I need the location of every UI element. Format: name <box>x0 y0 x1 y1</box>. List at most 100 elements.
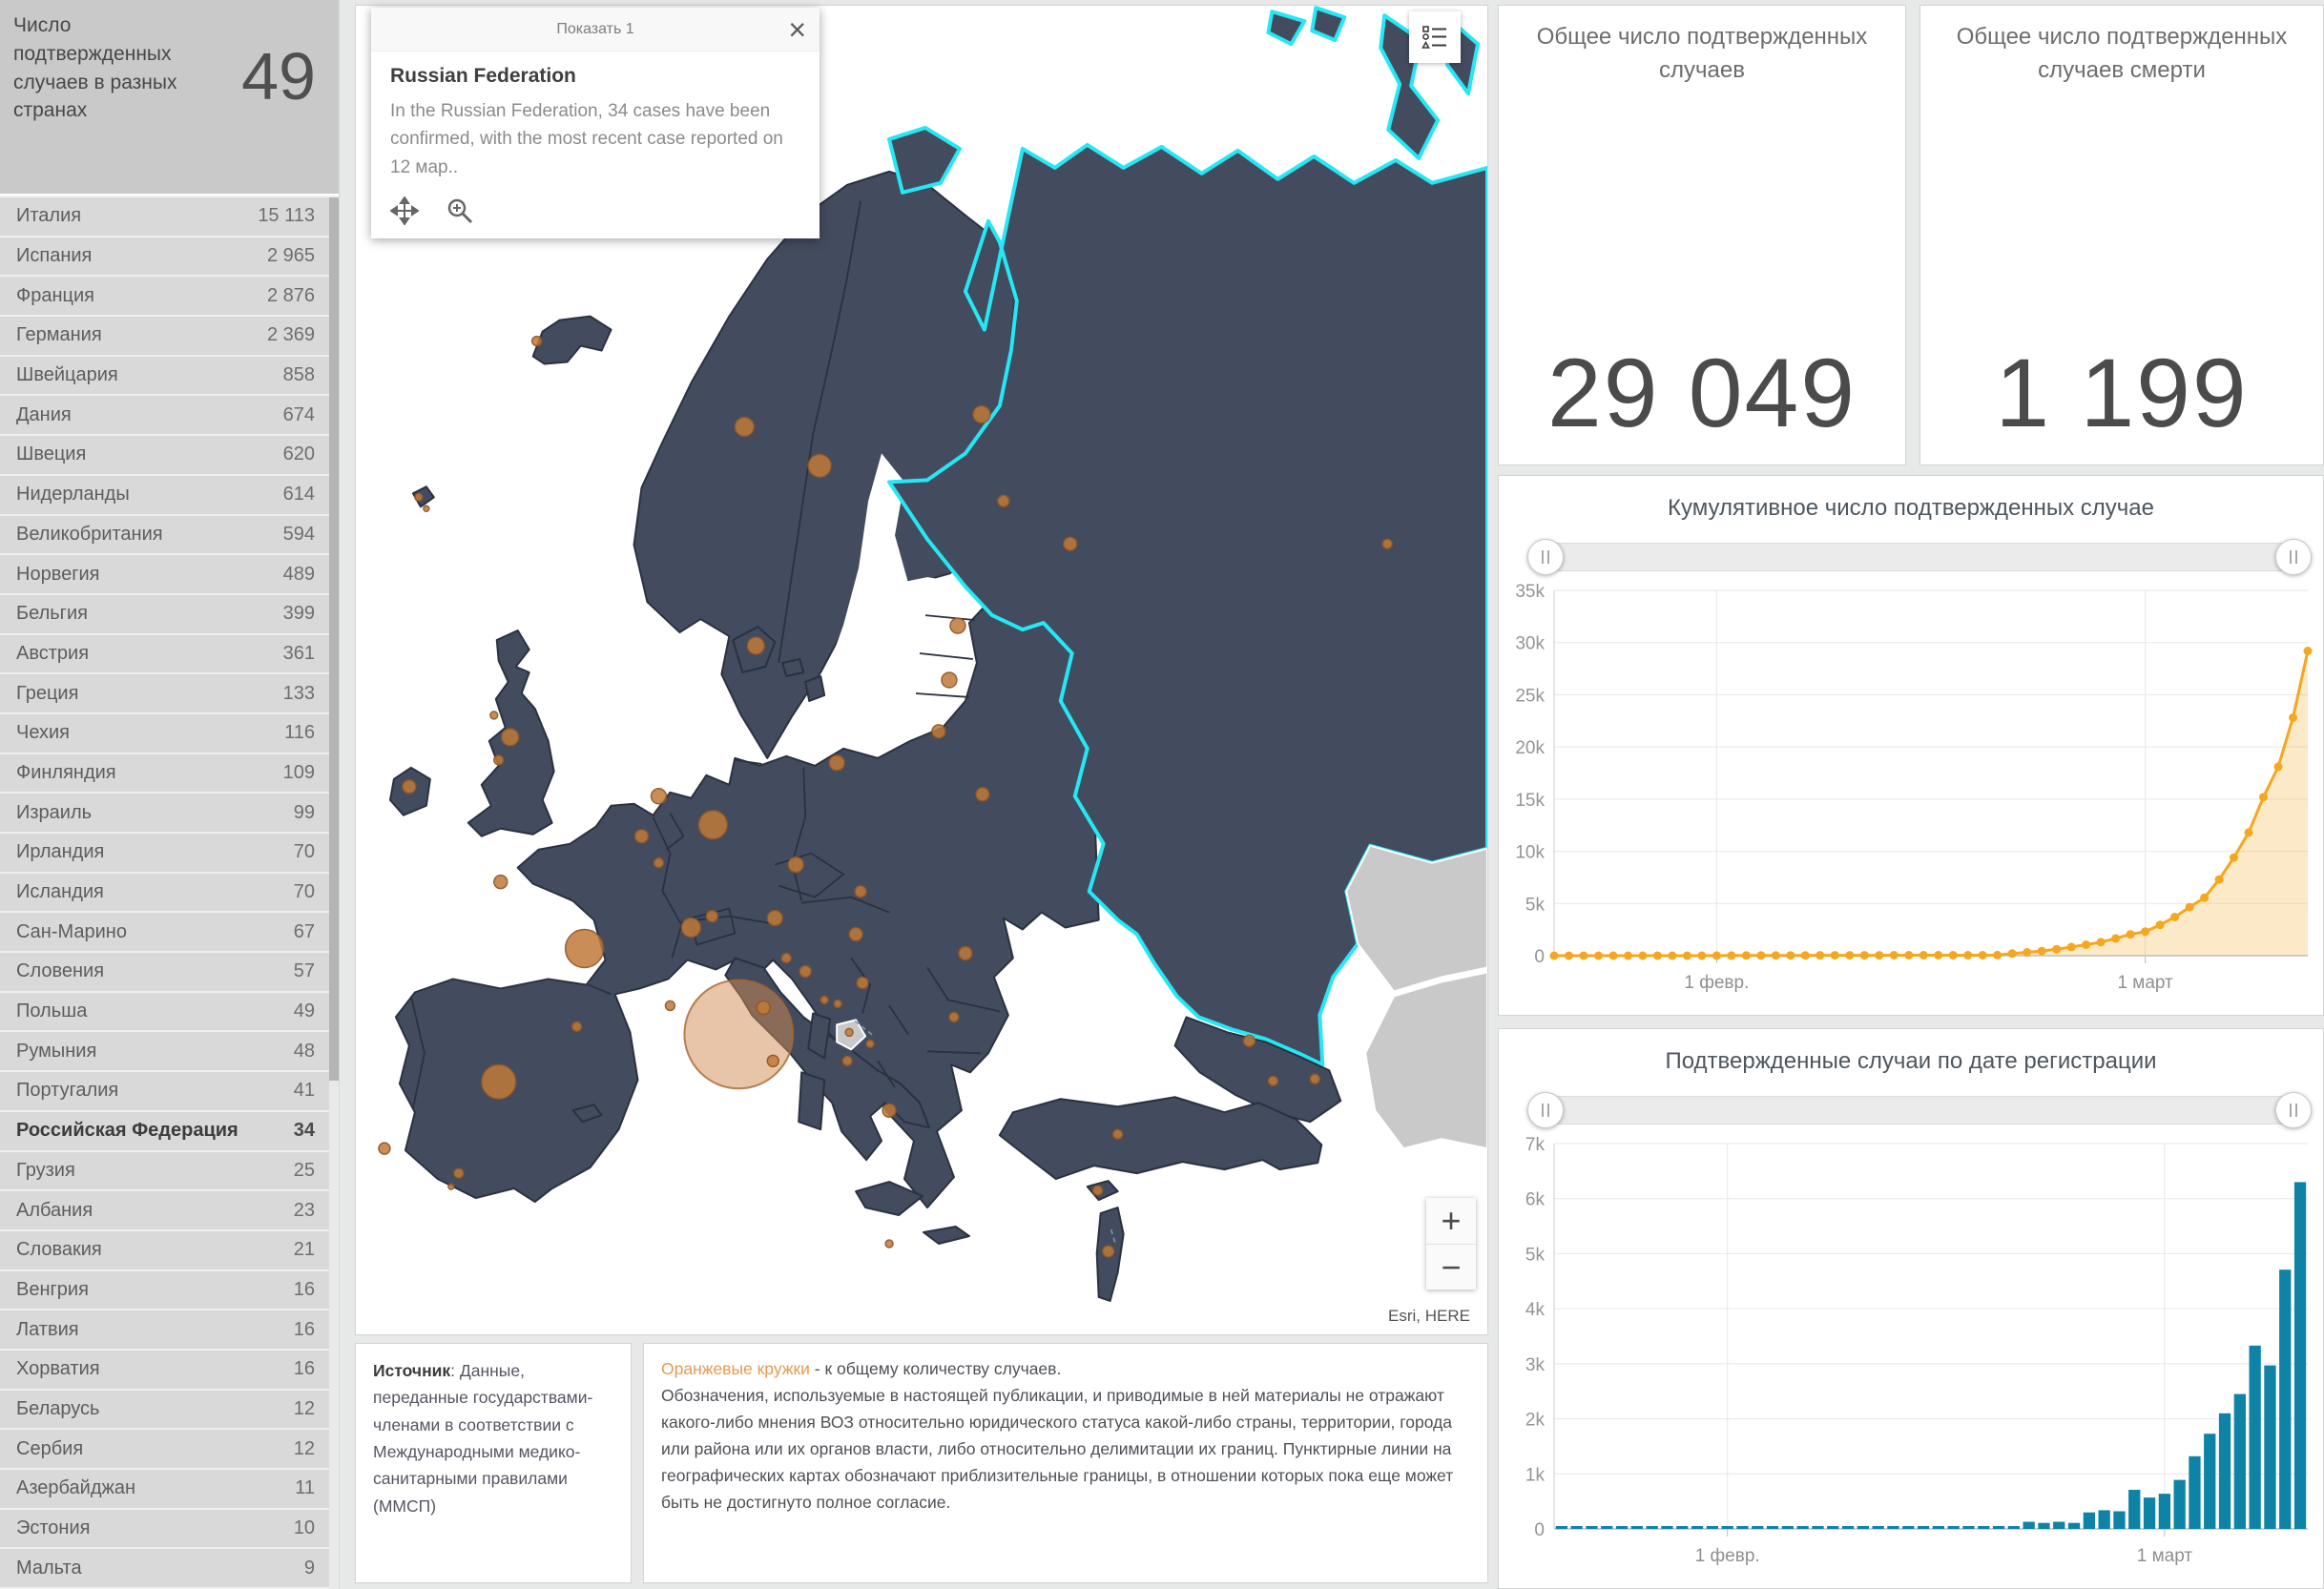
list-item[interactable]: Швейцария 858 <box>0 356 330 395</box>
bar[interactable] <box>1615 1526 1629 1529</box>
case-circle[interactable] <box>766 909 783 927</box>
data-point[interactable] <box>1830 951 1839 960</box>
case-circle[interactable] <box>564 928 605 969</box>
close-icon[interactable]: × <box>788 12 806 47</box>
case-circle[interactable] <box>1242 1034 1256 1048</box>
data-point[interactable] <box>2259 793 2268 802</box>
data-point[interactable] <box>2007 949 2017 959</box>
case-circle[interactable] <box>820 995 829 1005</box>
data-point[interactable] <box>1845 951 1855 960</box>
data-point[interactable] <box>1549 951 1559 960</box>
data-point[interactable] <box>2155 920 2165 930</box>
sidebar-scrollbar[interactable] <box>329 197 339 1589</box>
list-item[interactable]: Сан-Марино 67 <box>0 913 330 952</box>
data-point[interactable] <box>2170 913 2180 921</box>
data-point[interactable] <box>1993 950 2002 960</box>
data-point[interactable] <box>2126 930 2135 939</box>
map-canvas[interactable] <box>356 6 1487 1334</box>
bar[interactable] <box>1917 1526 1930 1529</box>
case-circle[interactable] <box>856 976 869 990</box>
data-point[interactable] <box>2273 762 2283 772</box>
bar[interactable] <box>2249 1345 2261 1529</box>
data-point[interactable] <box>1889 951 1899 960</box>
bar[interactable] <box>1902 1526 1915 1529</box>
bar[interactable] <box>1947 1526 1960 1529</box>
data-point[interactable] <box>2200 893 2210 902</box>
data-point[interactable] <box>1565 951 1573 960</box>
bar[interactable] <box>2128 1490 2141 1529</box>
bar[interactable] <box>1630 1526 1643 1529</box>
list-item[interactable]: Словения 57 <box>0 953 330 991</box>
case-circle[interactable] <box>1063 536 1078 551</box>
case-circle[interactable] <box>489 711 499 720</box>
case-circle[interactable] <box>650 788 668 805</box>
case-circle[interactable] <box>884 1239 894 1248</box>
bar[interactable] <box>1766 1526 1779 1529</box>
data-point[interactable] <box>1919 951 1928 960</box>
bar[interactable] <box>1646 1526 1658 1529</box>
bar[interactable] <box>1827 1526 1839 1529</box>
bar[interactable] <box>1601 1526 1613 1529</box>
case-circle[interactable] <box>746 636 766 655</box>
data-point[interactable] <box>1727 951 1736 960</box>
bar[interactable] <box>1841 1526 1855 1529</box>
list-item[interactable]: Исландия 70 <box>0 873 330 912</box>
list-item[interactable]: Эстония 10 <box>0 1509 330 1548</box>
case-circle[interactable] <box>949 617 966 634</box>
bar[interactable] <box>2279 1269 2292 1529</box>
zoom-out-button[interactable]: − <box>1426 1244 1476 1290</box>
list-item[interactable]: Германия 2 369 <box>0 317 330 355</box>
bar[interactable] <box>1736 1526 1749 1529</box>
case-circle[interactable] <box>493 754 505 766</box>
case-circle[interactable] <box>756 1000 772 1016</box>
cumulative-range-slider[interactable] <box>1527 539 2312 575</box>
bar[interactable] <box>1555 1526 1567 1529</box>
bar[interactable] <box>1872 1526 1884 1529</box>
list-item[interactable]: Испания 2 965 <box>0 237 330 276</box>
list-item[interactable]: Хорватия 16 <box>0 1350 330 1389</box>
list-item[interactable]: Швеция 620 <box>0 436 330 474</box>
data-point[interactable] <box>2185 902 2194 912</box>
data-point[interactable] <box>1668 951 1677 960</box>
bar[interactable] <box>2264 1365 2276 1529</box>
list-item[interactable]: Мальта 9 <box>0 1549 330 1588</box>
case-circle[interactable] <box>1267 1075 1279 1087</box>
list-item[interactable]: Российская Федерация 34 <box>0 1111 330 1150</box>
bar[interactable] <box>1992 1526 2005 1529</box>
slider-handle-left[interactable] <box>1527 539 1564 575</box>
list-item[interactable]: Нидерланды 614 <box>0 475 330 514</box>
cumulative-line-chart[interactable]: 0 5k 10k 15k 20k 25k 30k 35k 1 февр. 1 март <box>1499 476 2323 1015</box>
bar[interactable] <box>1570 1526 1583 1529</box>
data-point[interactable] <box>1579 951 1588 960</box>
bar[interactable] <box>2098 1510 2110 1529</box>
case-circle[interactable] <box>453 1167 465 1179</box>
case-circle[interactable] <box>854 884 867 898</box>
scrollbar-thumb[interactable] <box>329 197 339 1081</box>
case-circle[interactable] <box>1091 1185 1104 1196</box>
case-circle[interactable] <box>493 874 508 890</box>
slider-handle-right[interactable] <box>2275 539 2312 575</box>
bar[interactable] <box>2007 1526 2020 1529</box>
case-circle[interactable] <box>882 1103 897 1118</box>
bar[interactable] <box>2067 1522 2081 1529</box>
list-item[interactable]: Дания 674 <box>0 396 330 435</box>
list-item[interactable]: Беларусь 12 <box>0 1390 330 1429</box>
data-point[interactable] <box>2289 713 2297 722</box>
bar[interactable] <box>1721 1526 1733 1529</box>
data-point[interactable] <box>1978 951 1987 960</box>
case-circle[interactable] <box>1101 1245 1115 1258</box>
bar[interactable] <box>1661 1526 1673 1529</box>
pan-icon[interactable] <box>390 196 419 226</box>
bar[interactable] <box>2189 1455 2201 1529</box>
zoom-in-button[interactable]: + <box>1426 1198 1476 1244</box>
daily-range-slider[interactable] <box>1527 1092 2312 1128</box>
list-item[interactable]: Словакия 21 <box>0 1230 330 1269</box>
list-item[interactable]: Италия 15 113 <box>0 197 330 236</box>
daily-bar-chart[interactable]: 0 1k 2k 3k 4k 5k 6k 7k 1 февр. 1 март <box>1499 1029 2323 1588</box>
case-circle[interactable] <box>1309 1073 1321 1085</box>
list-item[interactable]: Чехия 116 <box>0 713 330 753</box>
data-point[interactable] <box>2023 948 2032 957</box>
case-circle[interactable] <box>680 917 702 939</box>
list-item[interactable]: Норвегия 489 <box>0 555 330 593</box>
case-circle[interactable] <box>844 1027 854 1038</box>
